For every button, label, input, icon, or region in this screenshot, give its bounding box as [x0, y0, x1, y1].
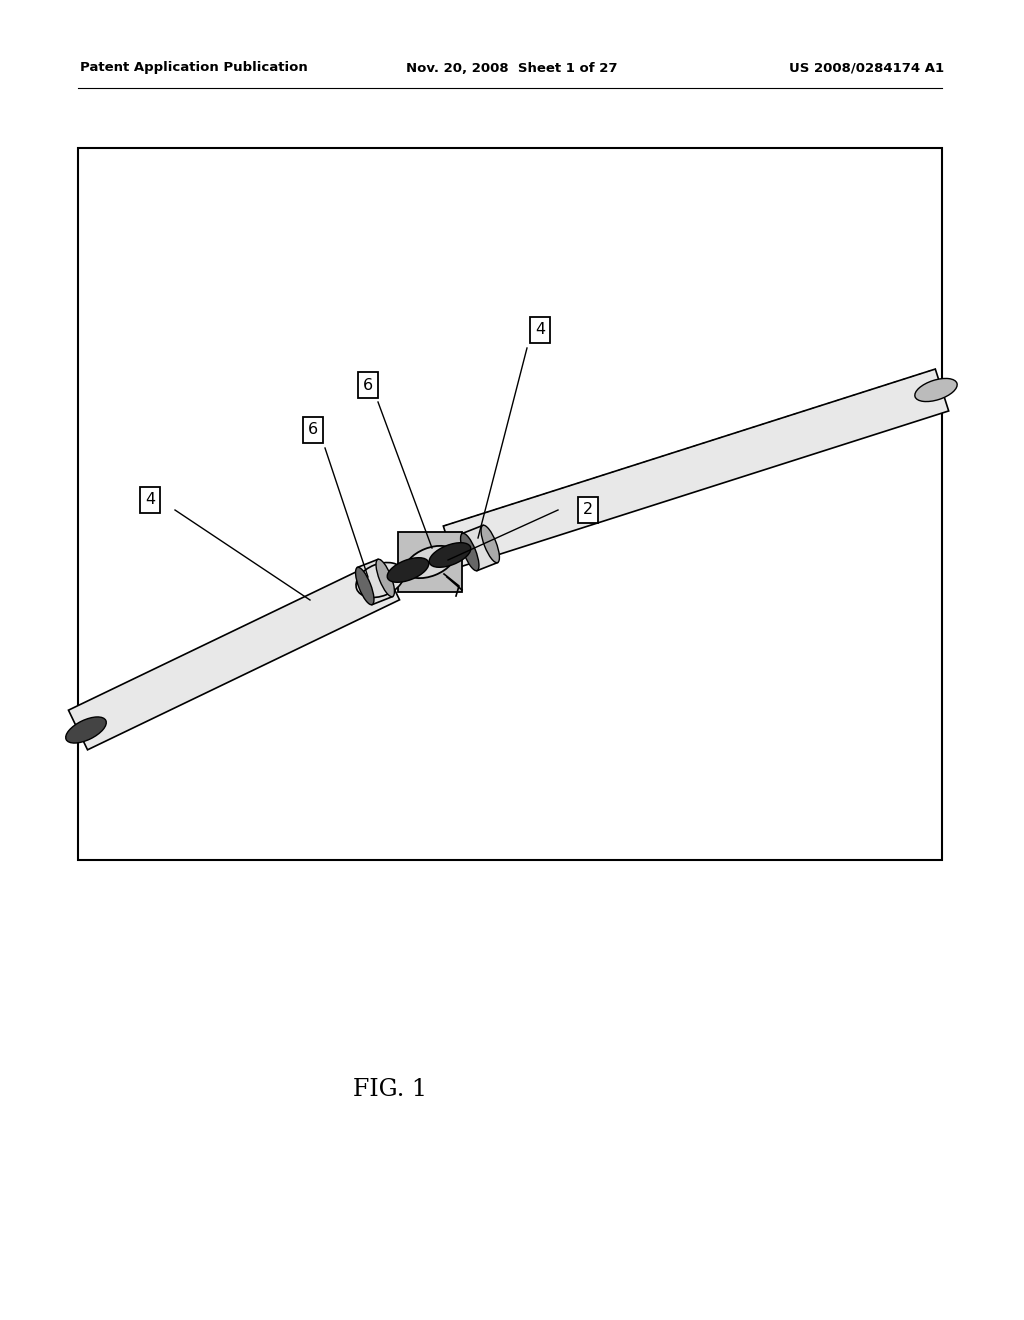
Text: 4: 4	[145, 492, 155, 507]
Ellipse shape	[461, 533, 479, 570]
Ellipse shape	[355, 568, 374, 605]
Ellipse shape	[376, 560, 394, 597]
Ellipse shape	[356, 562, 404, 598]
Bar	[78, 148, 942, 861]
Polygon shape	[443, 370, 948, 568]
Ellipse shape	[387, 557, 429, 582]
Ellipse shape	[914, 379, 957, 401]
Ellipse shape	[66, 717, 106, 743]
Text: Nov. 20, 2008  Sheet 1 of 27: Nov. 20, 2008 Sheet 1 of 27	[407, 62, 617, 74]
Polygon shape	[69, 560, 399, 750]
Text: Patent Application Publication: Patent Application Publication	[80, 62, 308, 74]
Text: 4: 4	[535, 322, 545, 338]
Text: 6: 6	[308, 422, 318, 437]
Ellipse shape	[481, 525, 500, 562]
Polygon shape	[357, 560, 392, 605]
Ellipse shape	[406, 546, 455, 578]
Text: US 2008/0284174 A1: US 2008/0284174 A1	[788, 62, 944, 74]
FancyBboxPatch shape	[398, 532, 462, 591]
Text: FIG. 1: FIG. 1	[353, 1078, 427, 1101]
Polygon shape	[463, 525, 498, 570]
Text: 2: 2	[583, 503, 593, 517]
Text: 6: 6	[362, 378, 373, 392]
Ellipse shape	[429, 543, 471, 568]
